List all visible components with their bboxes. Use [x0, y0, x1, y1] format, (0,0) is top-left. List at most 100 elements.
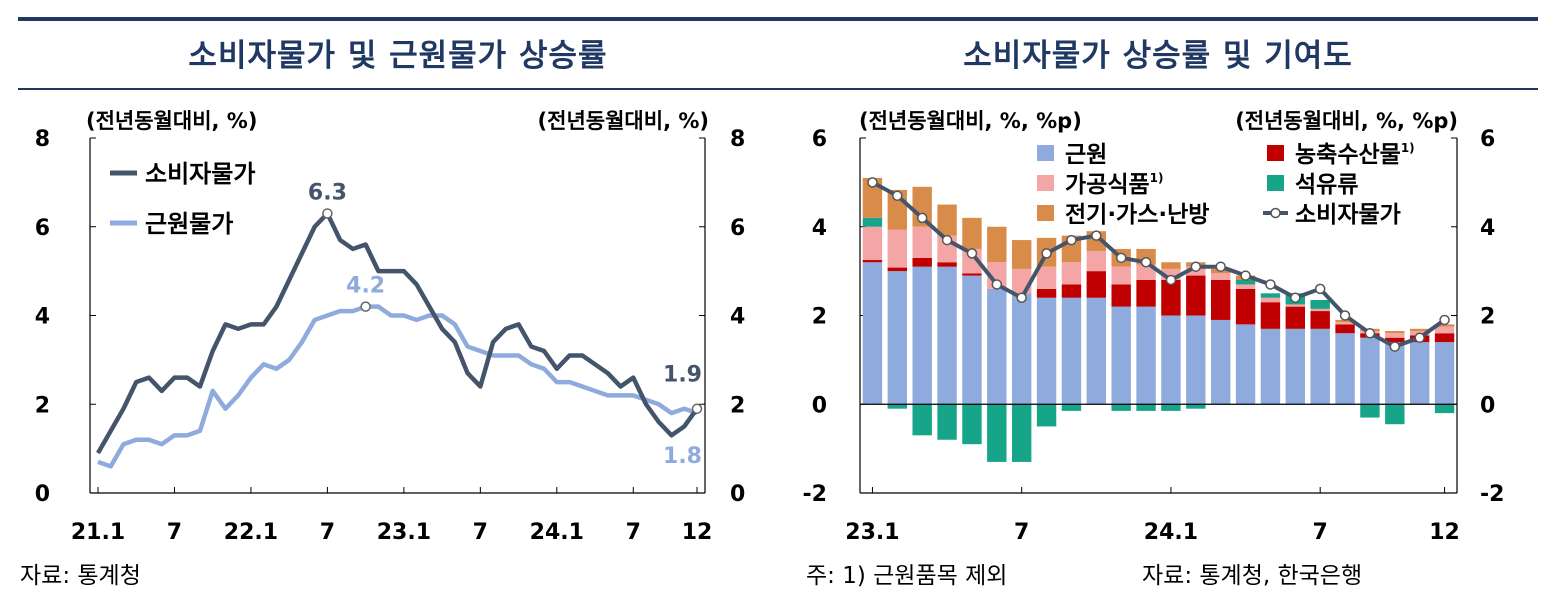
bar-segment: [1161, 268, 1181, 280]
bar-segment: [962, 404, 982, 445]
bar-segment: [1335, 319, 1355, 323]
legend-swatch-marker: [1270, 207, 1281, 219]
x-tick-label: 24.1: [530, 520, 584, 545]
bar-segment: [1385, 342, 1405, 405]
bar-segment: [1036, 288, 1057, 298]
bar-segment: [912, 266, 932, 405]
x-tick-label: 23.1: [377, 520, 431, 545]
bar-segment: [987, 288, 1007, 405]
bar-segment: [1036, 266, 1057, 289]
annotation-label: 1.9: [663, 363, 702, 388]
annotation-label: 4.2: [346, 274, 385, 299]
bar-segment: [862, 260, 883, 263]
y-tick-label-left: 4: [812, 216, 827, 241]
bar-segment: [1011, 404, 1032, 462]
bar-segment: [1210, 319, 1231, 405]
bar-segment: [1210, 273, 1231, 280]
bar-segment: [1086, 251, 1107, 272]
cpi-marker: [1389, 341, 1401, 352]
bar-segment: [912, 404, 932, 436]
bar-segment: [1136, 404, 1156, 411]
bar-segment: [887, 271, 908, 405]
bar-segment: [862, 262, 883, 405]
bar-segment: [1136, 264, 1156, 280]
annotation-marker: [360, 301, 371, 312]
bar-segment: [1434, 326, 1455, 334]
legend-label: 근원: [1065, 142, 1107, 168]
left-chart-title: 소비자물가 및 근원물가 상승률: [188, 38, 608, 74]
bar-segment: [1111, 266, 1131, 285]
cpi-marker: [1290, 292, 1301, 303]
legend-label: 근원물가: [145, 210, 233, 238]
annotation-label: 1.8: [663, 444, 702, 469]
right-axis-unit: (전년동월대비, %): [538, 109, 709, 133]
bar-segment: [862, 177, 883, 218]
bar-segment: [1285, 328, 1306, 405]
x-tick-label: 21.1: [71, 520, 125, 545]
bar-segment: [1061, 262, 1082, 285]
right-axis-unit: (전년동월대비, %, %p): [1235, 109, 1458, 133]
series-line-cpi: [96, 211, 699, 455]
bar-segment: [1335, 333, 1355, 405]
x-tick-label: 7: [473, 520, 488, 545]
bar-segment: [1260, 297, 1281, 303]
bar-segment: [1310, 328, 1330, 405]
legend-label: 농축수산물1): [1295, 141, 1415, 168]
annotation-marker: [322, 208, 333, 219]
bar-segment: [1235, 280, 1256, 285]
x-tick-label: 7: [1014, 520, 1029, 545]
y-tick-label-left: 6: [812, 127, 827, 152]
cpi-marker: [1091, 230, 1102, 241]
cpi-marker: [1339, 310, 1351, 321]
y-tick-label-left: -2: [803, 482, 827, 507]
legend-label: 석유류: [1295, 172, 1358, 198]
bar-segment: [1260, 328, 1281, 405]
y-tick-label-right: 0: [1480, 393, 1495, 418]
cpi-marker: [1041, 248, 1052, 259]
cpi-marker: [1016, 292, 1027, 303]
cpi-marker: [1414, 332, 1425, 343]
right-note: 주: 1) 근원품목 제외: [806, 563, 1008, 589]
y-tick-label-right: 8: [730, 127, 745, 152]
bar-segment: [1385, 404, 1405, 425]
x-tick-label: 7: [626, 520, 641, 545]
bar-segment: [1285, 304, 1306, 307]
cpi-marker: [1439, 314, 1450, 326]
bar-segment: [887, 404, 908, 409]
y-tick-label-left: 2: [35, 393, 50, 418]
y-tick-label-right: 2: [1480, 305, 1495, 330]
bar-segment: [1434, 333, 1455, 343]
bar-segment: [1086, 297, 1107, 405]
bar-segment: [1260, 302, 1281, 329]
bar-segment: [1409, 342, 1430, 405]
cpi-marker: [1190, 261, 1202, 272]
bar-segment: [1086, 271, 1107, 298]
bar-segment: [1310, 308, 1330, 312]
legend-label: 소비자물가: [145, 160, 255, 188]
bar-segment: [1434, 342, 1455, 405]
y-tick-label-right: 2: [730, 393, 745, 418]
bar-segment: [1061, 404, 1082, 411]
left-line-chart: (전년동월대비, %) (전년동월대비, %) 0 0 2 2 4 4 6 6 8 8 21.1 7 22.…: [35, 109, 746, 545]
bar-segment: [937, 266, 957, 405]
cpi-marker: [991, 279, 1003, 290]
legend-swatch: [1037, 205, 1054, 221]
bar-segment: [962, 217, 982, 249]
cpi-marker: [1364, 328, 1376, 339]
x-tick-label: 12: [1429, 520, 1460, 545]
y-tick-label-right: 6: [1480, 127, 1495, 152]
bar-segment: [962, 273, 982, 276]
cpi-marker: [892, 190, 903, 201]
bar-segment: [1285, 306, 1306, 329]
x-tick-label: 23.1: [845, 520, 899, 545]
x-tick-label: 7: [320, 520, 335, 545]
bar-segment: [1260, 293, 1281, 298]
bar-segment: [862, 217, 883, 227]
bar-segment: [1011, 240, 1032, 269]
bar-segment: [1335, 324, 1355, 334]
legend-footnote-mark: 1): [1150, 171, 1164, 185]
y-tick-label-left: 6: [35, 216, 50, 241]
cpi-marker: [1314, 283, 1326, 295]
bar-segment: [1210, 280, 1231, 320]
series-line-core: [97, 304, 698, 469]
